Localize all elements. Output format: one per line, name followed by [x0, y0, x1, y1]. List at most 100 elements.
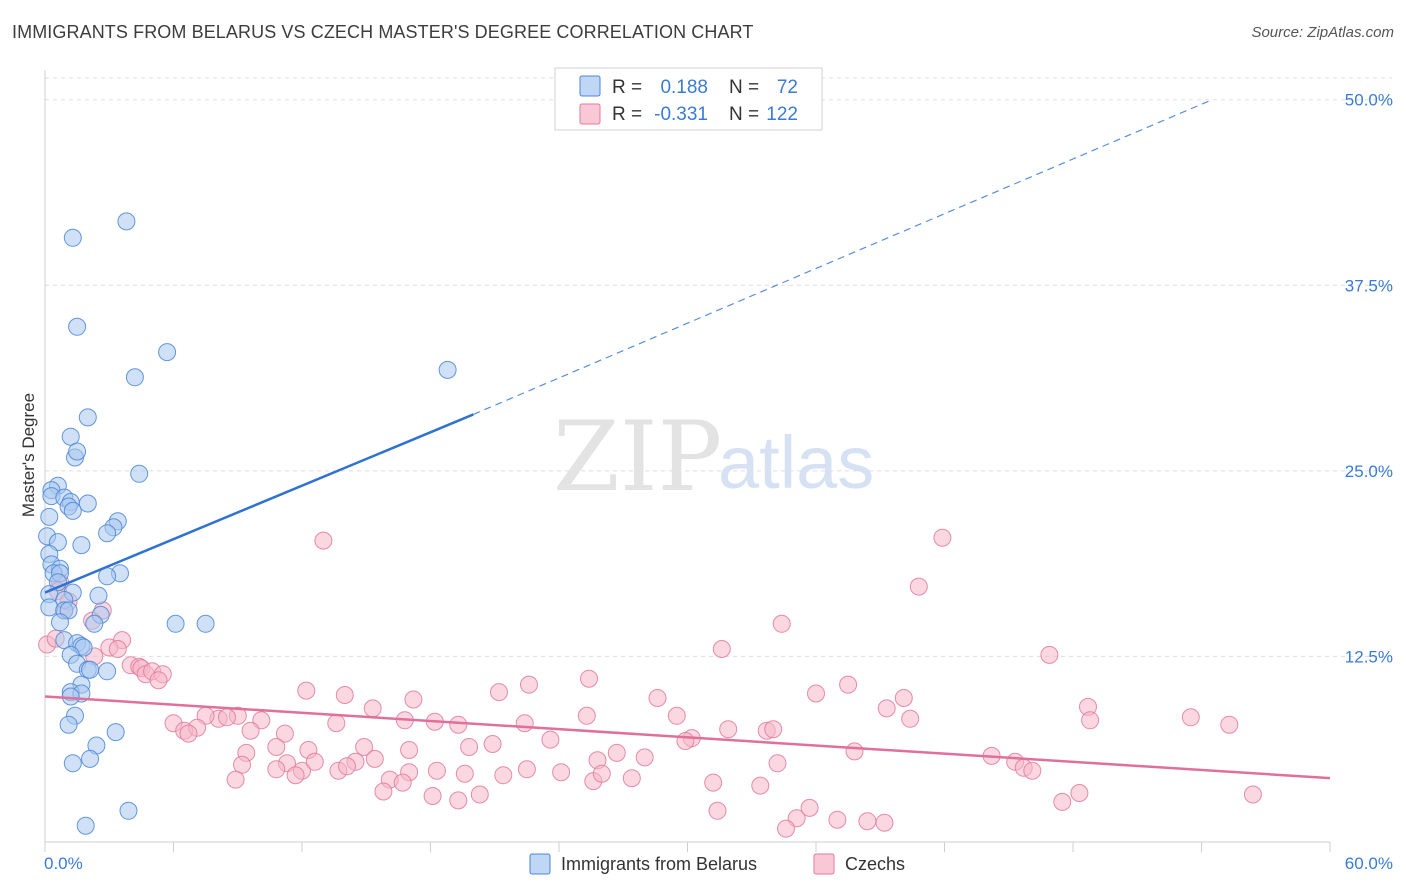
- pink-point-95: [592, 764, 611, 783]
- blue-point-65: [119, 801, 138, 820]
- legend-n-value-2: 122: [766, 104, 798, 125]
- legend-r-label-2: R =: [612, 104, 642, 125]
- pink-point-75: [768, 754, 787, 773]
- y-tick-label-1: 25.0%: [1345, 462, 1393, 481]
- blue-point-6: [438, 360, 457, 379]
- gridlines: [45, 77, 1392, 657]
- pink-point-104: [470, 785, 489, 804]
- stats-legend: R = 0.188 N = 72 R = -0.331 N = 122: [554, 67, 823, 131]
- blue-point-43: [85, 614, 104, 633]
- blue-point-44: [166, 614, 185, 633]
- pink-point-92: [517, 760, 536, 779]
- pink-point-58: [275, 724, 294, 743]
- pink-point-89: [427, 761, 446, 780]
- legend-swatch-blue: [579, 75, 601, 97]
- pink-point-65: [541, 730, 560, 749]
- legend-r-value-1: 0.188: [660, 77, 708, 98]
- series-legend-label-czechs: Czechs: [845, 854, 905, 874]
- legend-r-value-2: -0.331: [654, 104, 708, 125]
- pink-point-93: [552, 763, 571, 782]
- pink-point-28: [490, 683, 508, 702]
- pink-point-39: [1220, 715, 1239, 734]
- pink-point-114: [1053, 792, 1072, 811]
- blue-point-16: [78, 494, 97, 513]
- chart-source: Source: ZipAtlas.com: [1251, 24, 1394, 41]
- pink-point-98: [267, 760, 286, 779]
- blue-point-66: [76, 816, 95, 835]
- x-tick-labels: 0.0% 60.0%: [44, 854, 1393, 873]
- pink-point-115: [1070, 784, 1089, 802]
- y-axis-title: Master's Degree: [19, 393, 38, 517]
- x-tick-label-1: 60.0%: [1345, 854, 1393, 873]
- pink-point-111: [828, 810, 847, 829]
- blue-point-1: [63, 228, 82, 247]
- watermark-zip: ZIP: [553, 401, 722, 513]
- blue-point-60: [59, 715, 78, 734]
- blue-point-4: [125, 368, 144, 387]
- series-legend-swatch-pink: [813, 853, 835, 875]
- pink-point-73: [635, 748, 654, 767]
- y-tick-label-2: 37.5%: [1345, 276, 1393, 295]
- pink-point-21: [909, 577, 928, 596]
- pink-point-100: [374, 782, 393, 801]
- pink-point-103: [449, 791, 468, 810]
- pink-point-24: [1040, 645, 1059, 664]
- pink-point-26: [335, 686, 354, 704]
- pink-point-99: [226, 770, 245, 789]
- blue-point-61: [106, 723, 125, 742]
- chart-title: IMMIGRANTS FROM BELARUS VS CZECH MASTER'…: [12, 22, 754, 42]
- pink-point-57: [179, 724, 198, 743]
- legend-n-label-2: N =: [729, 104, 759, 125]
- pink-point-91: [494, 766, 513, 785]
- pink-point-22: [772, 614, 791, 633]
- pink-point-42: [327, 714, 346, 733]
- blue-point-45: [196, 614, 215, 633]
- blue-point-9: [68, 442, 87, 461]
- pink-point-68: [355, 738, 374, 756]
- y-tick-label-3: 50.0%: [1345, 91, 1393, 110]
- pink-point-112: [858, 812, 877, 831]
- pink-point-27: [404, 690, 423, 709]
- pink-point-84: [286, 766, 305, 785]
- blue-point-10: [130, 464, 149, 483]
- blue-point-58: [61, 687, 80, 706]
- axes: [44, 70, 1331, 852]
- pink-point-66: [483, 735, 502, 753]
- pink-point-34: [894, 689, 913, 707]
- pink-point-113: [875, 813, 894, 832]
- pink-point-63: [764, 720, 783, 739]
- legend-swatch-pink: [579, 103, 601, 125]
- pink-point-119: [267, 738, 286, 756]
- blue-point-5: [158, 343, 177, 362]
- pink-point-107: [708, 801, 727, 820]
- pink-point-110: [777, 819, 795, 838]
- watermark-atlas: atlas: [718, 421, 874, 504]
- pink-point-69: [400, 741, 419, 759]
- pink-point-76: [845, 742, 864, 761]
- pink-point-106: [751, 776, 770, 795]
- pink-point-45: [449, 715, 468, 734]
- pink-point-72: [607, 743, 626, 762]
- pink-trend-line: [44, 695, 1331, 780]
- y-tick-label-0: 12.5%: [1345, 647, 1393, 666]
- watermark: ZIP atlas: [553, 401, 874, 513]
- pink-point-19: [314, 531, 333, 550]
- pink-point-41: [363, 699, 382, 718]
- y-tick-labels: 12.5% 25.0% 37.5% 50.0%: [1345, 91, 1393, 667]
- blue-point-2: [68, 317, 87, 336]
- blue-point-18: [63, 501, 82, 520]
- blue-point-25: [72, 536, 91, 555]
- pink-point-116: [1243, 785, 1262, 804]
- pink-point-47: [577, 706, 596, 725]
- trend-lines: [44, 99, 1331, 780]
- pink-point-102: [423, 787, 442, 805]
- blue-point-63: [81, 749, 99, 768]
- blue-point-64: [63, 754, 82, 773]
- pink-point-101: [393, 773, 412, 792]
- blue-point-38: [40, 598, 59, 617]
- series-legend: Immigrants from Belarus Czechs: [529, 853, 905, 875]
- pink-point-80: [1023, 761, 1042, 780]
- pink-point-109: [800, 798, 819, 817]
- pink-point-29: [520, 675, 538, 694]
- pink-point-25: [297, 681, 316, 700]
